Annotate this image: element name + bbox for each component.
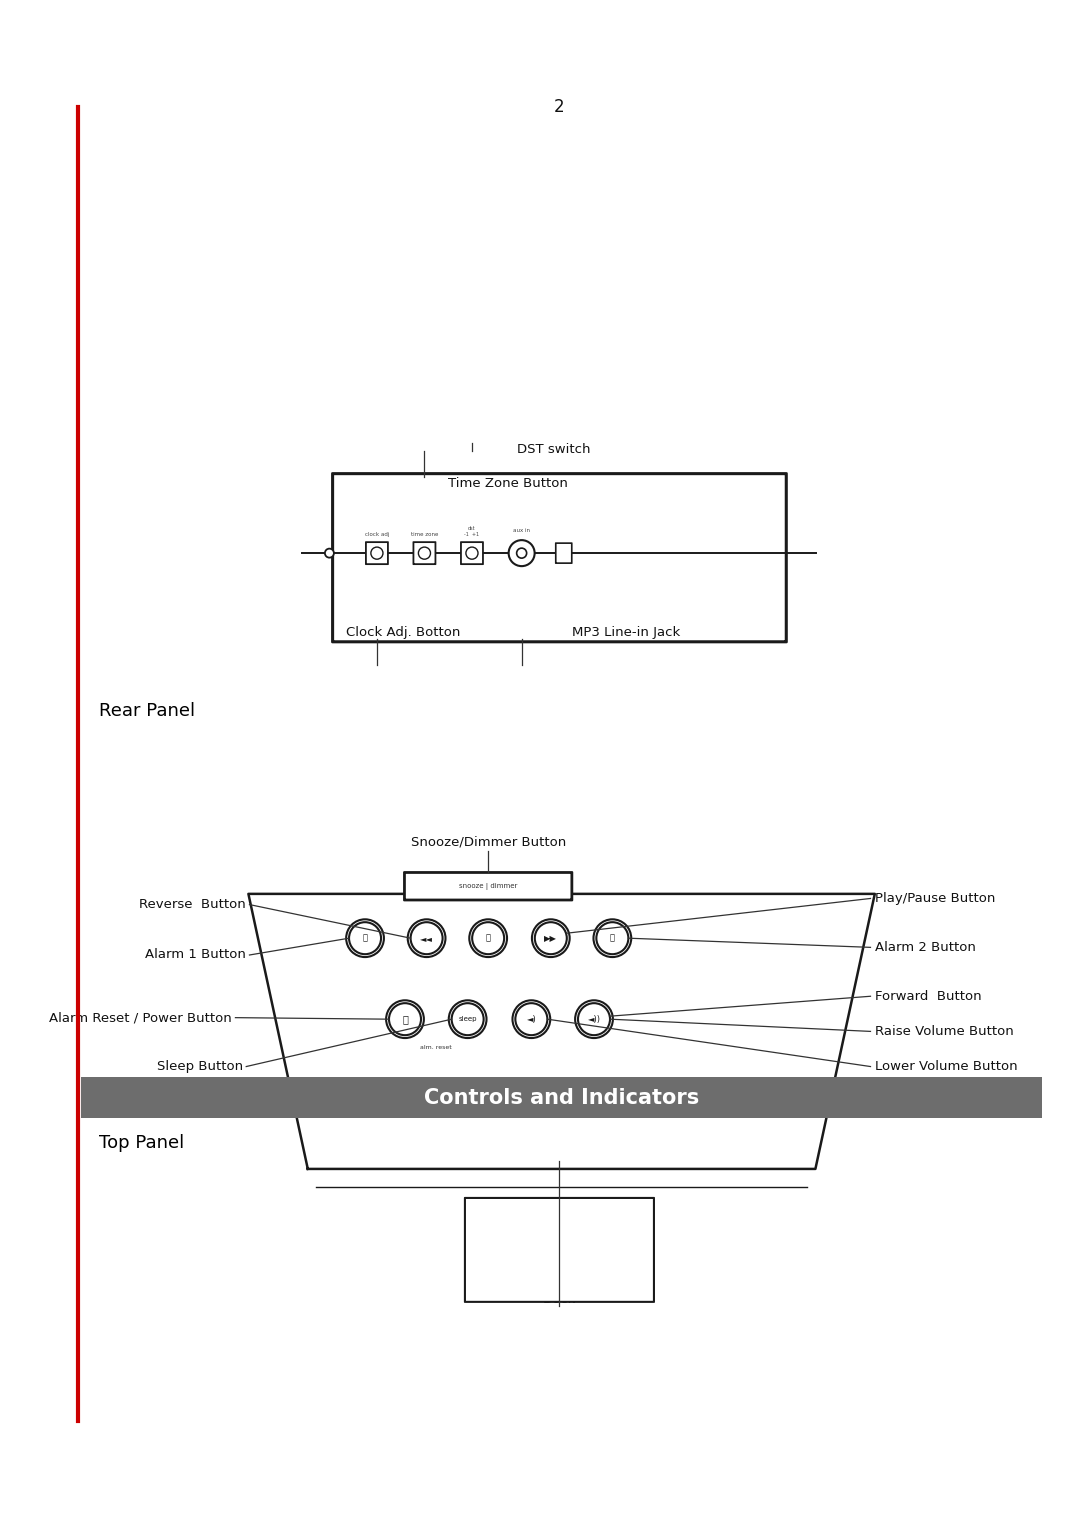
Text: Alarm 1 Button: Alarm 1 Button <box>146 949 246 961</box>
Ellipse shape <box>449 1001 486 1038</box>
Text: Dock: Dock <box>543 1293 576 1306</box>
Text: Controls and Indicators: Controls and Indicators <box>424 1088 699 1108</box>
Text: Alarm Reset / Power Button: Alarm Reset / Power Button <box>50 1012 232 1024</box>
FancyBboxPatch shape <box>414 542 435 564</box>
Text: ⏯: ⏯ <box>486 934 490 943</box>
Ellipse shape <box>470 920 507 957</box>
Text: Top Panel: Top Panel <box>99 1134 185 1152</box>
Ellipse shape <box>576 1001 612 1038</box>
FancyBboxPatch shape <box>366 542 388 564</box>
Ellipse shape <box>509 539 535 567</box>
Ellipse shape <box>451 1004 484 1034</box>
FancyBboxPatch shape <box>461 542 483 564</box>
Ellipse shape <box>578 1004 610 1034</box>
Ellipse shape <box>347 920 383 957</box>
Text: Sleep Button: Sleep Button <box>157 1060 243 1073</box>
Text: Raise Volume Button: Raise Volume Button <box>875 1025 1013 1038</box>
Ellipse shape <box>594 920 631 957</box>
Text: Lower Volume Button: Lower Volume Button <box>875 1060 1017 1073</box>
Text: alm. reset: alm. reset <box>420 1045 453 1050</box>
Text: Reverse  Button: Reverse Button <box>139 898 246 911</box>
Text: ⏰: ⏰ <box>610 934 615 943</box>
Text: Rear Panel: Rear Panel <box>99 701 195 720</box>
Text: ⏻: ⏻ <box>402 1015 408 1024</box>
Ellipse shape <box>515 1004 548 1034</box>
Text: ◄◄: ◄◄ <box>420 934 433 943</box>
Ellipse shape <box>596 923 629 953</box>
Ellipse shape <box>349 923 381 953</box>
Ellipse shape <box>513 1001 550 1038</box>
Text: clock adj: clock adj <box>365 532 389 536</box>
Text: ▶▶: ▶▶ <box>544 934 557 943</box>
Ellipse shape <box>410 923 443 953</box>
Ellipse shape <box>408 920 445 957</box>
Text: snooze | dimmer: snooze | dimmer <box>459 883 517 889</box>
Ellipse shape <box>535 923 567 953</box>
Text: ◄): ◄) <box>526 1015 537 1024</box>
Ellipse shape <box>370 547 383 559</box>
Ellipse shape <box>325 549 334 558</box>
Text: ⏰: ⏰ <box>363 934 367 943</box>
Text: sleep: sleep <box>458 1016 477 1022</box>
Text: Play/Pause Button: Play/Pause Button <box>875 892 995 905</box>
Text: 2: 2 <box>554 98 565 116</box>
FancyBboxPatch shape <box>464 1198 654 1302</box>
Text: Time Zone Button: Time Zone Button <box>448 477 567 490</box>
Ellipse shape <box>532 920 569 957</box>
Text: Snooze/Dimmer Button: Snooze/Dimmer Button <box>410 834 566 848</box>
FancyBboxPatch shape <box>404 872 572 900</box>
Text: dst
-1  +1: dst -1 +1 <box>464 526 480 536</box>
Text: time zone: time zone <box>410 532 438 536</box>
Ellipse shape <box>389 1004 421 1034</box>
Text: MP3 Line-in Jack: MP3 Line-in Jack <box>572 625 680 639</box>
Text: DST switch: DST switch <box>517 443 591 457</box>
Ellipse shape <box>516 549 527 558</box>
FancyBboxPatch shape <box>333 474 786 642</box>
Text: Alarm 2 Button: Alarm 2 Button <box>875 941 975 953</box>
Text: Clock Adj. Botton: Clock Adj. Botton <box>346 625 460 639</box>
FancyBboxPatch shape <box>556 542 571 564</box>
Ellipse shape <box>472 923 504 953</box>
Text: aux in: aux in <box>513 529 530 533</box>
Ellipse shape <box>465 547 478 559</box>
Ellipse shape <box>418 547 431 559</box>
Text: Forward  Button: Forward Button <box>875 990 982 1002</box>
Text: ◄)): ◄)) <box>588 1015 600 1024</box>
Bar <box>81 1077 1042 1118</box>
Ellipse shape <box>387 1001 423 1038</box>
